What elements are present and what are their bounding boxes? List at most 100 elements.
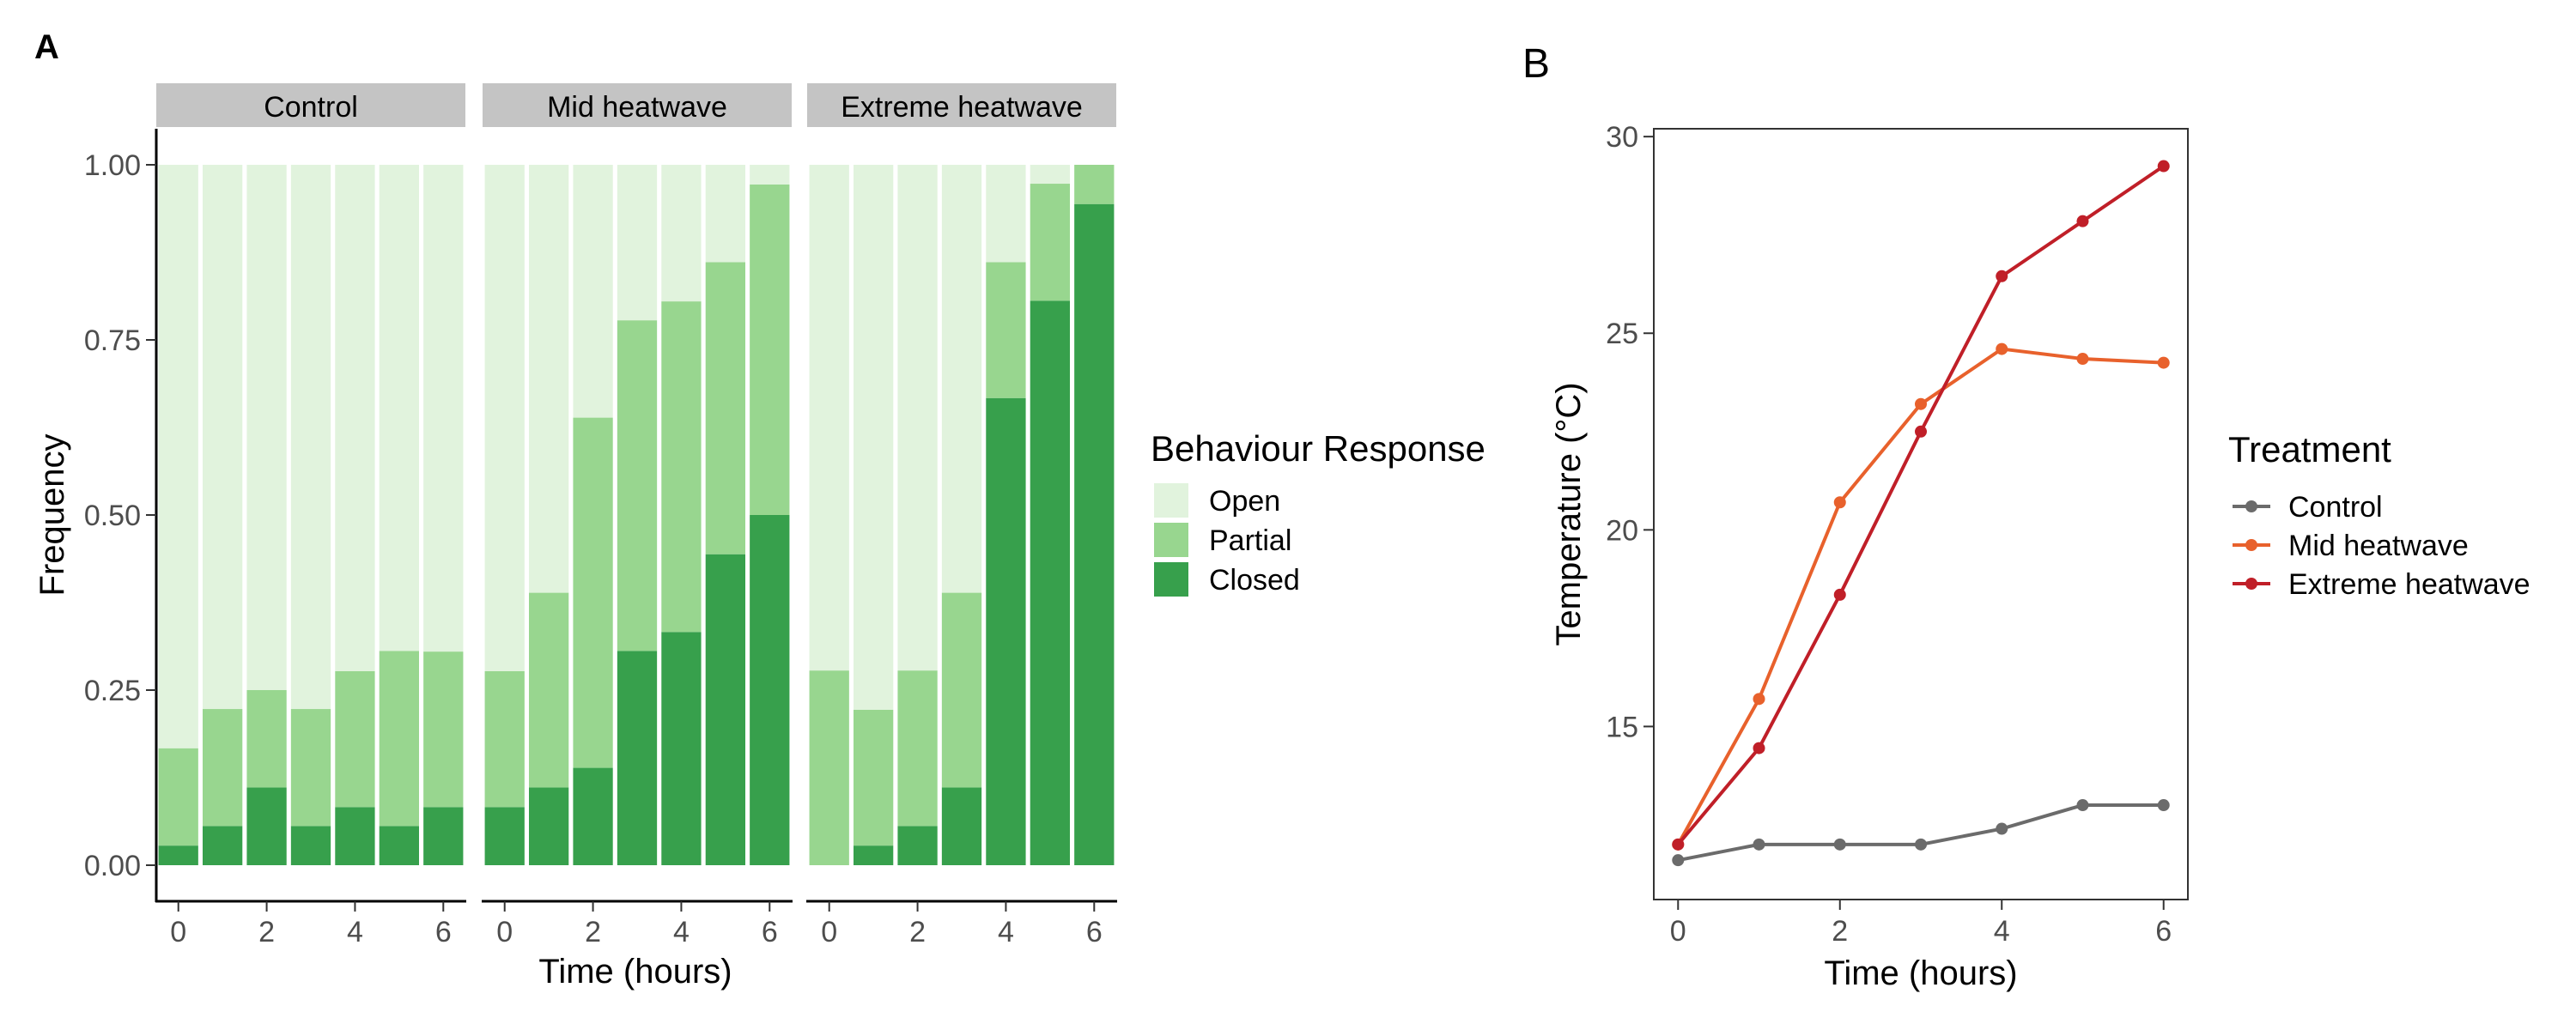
bar-control-partial-t5 xyxy=(379,651,419,827)
bar-mid-heatwave-closed-t5 xyxy=(705,554,745,865)
bar-mid-heatwave-closed-t2 xyxy=(573,767,613,865)
bar-control-partial-t0 xyxy=(158,748,198,846)
facet-strip-label: Extreme heatwave xyxy=(841,91,1083,124)
line-mid-heatwave xyxy=(1676,347,2164,845)
bar-mid-heatwave-open-t0 xyxy=(484,165,525,671)
bar-extreme-heatwave-partial-t1 xyxy=(854,709,894,846)
bar-mid-heatwave-closed-t0 xyxy=(484,807,525,865)
x-tick-label: 4 xyxy=(998,916,1014,948)
x-tick-label: 4 xyxy=(673,916,690,948)
y-tick-label: 15 xyxy=(1606,711,1638,743)
bar-control-partial-t4 xyxy=(335,670,375,808)
treatment-legend-title: Treatment xyxy=(2228,429,2391,470)
x-tick-label: 2 xyxy=(585,916,601,948)
legend-label-control: Control xyxy=(2288,491,2383,524)
point-extreme-heatwave-t2 xyxy=(1833,588,1846,601)
x-tick-label: 0 xyxy=(1670,915,1686,948)
bar-extreme-heatwave-partial-t3 xyxy=(941,592,982,788)
y-tick-label: 25 xyxy=(1606,318,1638,350)
point-mid-heatwave-t5 xyxy=(2076,353,2089,366)
bar-control-partial-t3 xyxy=(290,709,331,827)
legend-label-extreme-heatwave: Extreme heatwave xyxy=(2288,568,2530,601)
bar-mid-heatwave-open-t2 xyxy=(573,165,613,418)
point-mid-heatwave-t6 xyxy=(2157,356,2170,369)
x-tick-label: 2 xyxy=(1832,915,1848,948)
point-control-t0 xyxy=(1672,854,1685,867)
bar-mid-heatwave-closed-t1 xyxy=(529,787,569,865)
bar-control-closed-t6 xyxy=(423,807,464,865)
point-control-t6 xyxy=(2157,799,2170,812)
point-extreme-heatwave-t0 xyxy=(1672,838,1685,851)
stacked-bars xyxy=(158,165,1115,866)
point-extreme-heatwave-t1 xyxy=(1753,742,1765,754)
bar-extreme-heatwave-open-t3 xyxy=(941,165,982,593)
bar-extreme-heatwave-closed-t3 xyxy=(941,787,982,865)
x-tick-label: 0 xyxy=(496,916,513,948)
bar-extreme-heatwave-partial-t0 xyxy=(809,670,849,865)
panel-b-line-chart: 0 2 4 6 15 20 25 30 Temperature (°C) Time (hour… xyxy=(1550,121,2530,992)
point-extreme-heatwave-t3 xyxy=(1915,425,1927,438)
y-tick-label: 0.00 xyxy=(84,850,141,882)
point-control-t2 xyxy=(1833,838,1846,851)
bar-control-closed-t0 xyxy=(158,845,198,865)
x-tick-label: 0 xyxy=(821,916,837,948)
bar-control-open-t5 xyxy=(379,165,419,651)
behaviour-legend-title: Behaviour Response xyxy=(1151,428,1485,469)
x-tick-label: 2 xyxy=(258,916,275,948)
bar-mid-heatwave-open-t5 xyxy=(705,165,745,263)
facet-strip-label: Control xyxy=(264,91,358,124)
bar-extreme-heatwave-closed-t2 xyxy=(897,826,938,865)
bar-extreme-heatwave-partial-t2 xyxy=(897,670,938,827)
bar-control-open-t3 xyxy=(290,165,331,710)
point-control-t4 xyxy=(1996,822,2008,835)
x-tick-label: 6 xyxy=(762,916,778,948)
bar-mid-heatwave-partial-t6 xyxy=(750,184,790,515)
treatment-legend: Treatment Control Mid heatwave Extreme hea… xyxy=(2228,429,2530,601)
legend-label-partial: Partial xyxy=(1209,524,1291,557)
y-tick-label: 1.00 xyxy=(84,149,141,182)
bar-mid-heatwave-open-t4 xyxy=(661,165,702,302)
panel-b-plot-border xyxy=(1653,128,2189,900)
bar-extreme-heatwave-open-t5 xyxy=(1030,165,1070,185)
facet-strip-control xyxy=(156,83,465,127)
point-control-t5 xyxy=(2076,799,2089,812)
bar-extreme-heatwave-closed-t4 xyxy=(986,397,1026,865)
line-extreme-heatwave xyxy=(1676,164,2165,846)
bar-extreme-heatwave-open-t2 xyxy=(897,165,938,671)
bar-control-open-t2 xyxy=(246,165,287,690)
x-tick-label: 6 xyxy=(2155,915,2172,948)
bar-control-open-t0 xyxy=(158,165,198,748)
y-tick-label: 0.50 xyxy=(84,500,141,532)
legend-point-mid-heatwave xyxy=(2245,539,2257,551)
bar-extreme-heatwave-partial-t6 xyxy=(1074,165,1115,204)
bar-mid-heatwave-partial-t3 xyxy=(617,320,658,651)
bar-control-open-t1 xyxy=(203,165,243,710)
legend-label-closed: Closed xyxy=(1209,564,1300,597)
bar-control-closed-t3 xyxy=(290,826,331,865)
bar-mid-heatwave-partial-t0 xyxy=(484,670,525,808)
x-tick-label: 2 xyxy=(909,916,926,948)
legend-key-open xyxy=(1154,483,1188,518)
point-mid-heatwave-t3 xyxy=(1915,397,1927,410)
bar-mid-heatwave-partial-t2 xyxy=(573,417,613,768)
y-tick-label: 20 xyxy=(1606,514,1638,547)
panel-b-y-axis-title: Temperature (°C) xyxy=(1550,382,1588,645)
facet-strip-extreme-heatwave xyxy=(807,83,1116,127)
facet-strips: Control Mid heatwave Extreme heatwave xyxy=(156,83,1116,127)
bar-extreme-heatwave-closed-t5 xyxy=(1030,300,1070,866)
point-mid-heatwave-t2 xyxy=(1833,496,1846,509)
bar-control-closed-t4 xyxy=(335,807,375,865)
panel-b-label: B xyxy=(1522,41,1550,87)
panel-b-axes: 0 2 4 6 15 20 25 30 xyxy=(1606,121,2172,948)
point-mid-heatwave-t4 xyxy=(1996,342,2008,355)
legend-point-control xyxy=(2245,500,2257,512)
bar-control-closed-t2 xyxy=(246,787,287,865)
panel-a-axes: 0 2 4 6 0 2 4 6 0 2 4 6 0.00 0.25 0.50 0.75 1.00 xyxy=(84,129,1117,948)
y-tick-label: 30 xyxy=(1606,121,1638,154)
point-control-t3 xyxy=(1915,838,1927,851)
bar-mid-heatwave-closed-t3 xyxy=(617,651,658,865)
bar-mid-heatwave-partial-t5 xyxy=(705,262,745,554)
bar-control-partial-t6 xyxy=(423,651,464,808)
panel-a-x-axis-title: Time (hours) xyxy=(538,953,732,991)
